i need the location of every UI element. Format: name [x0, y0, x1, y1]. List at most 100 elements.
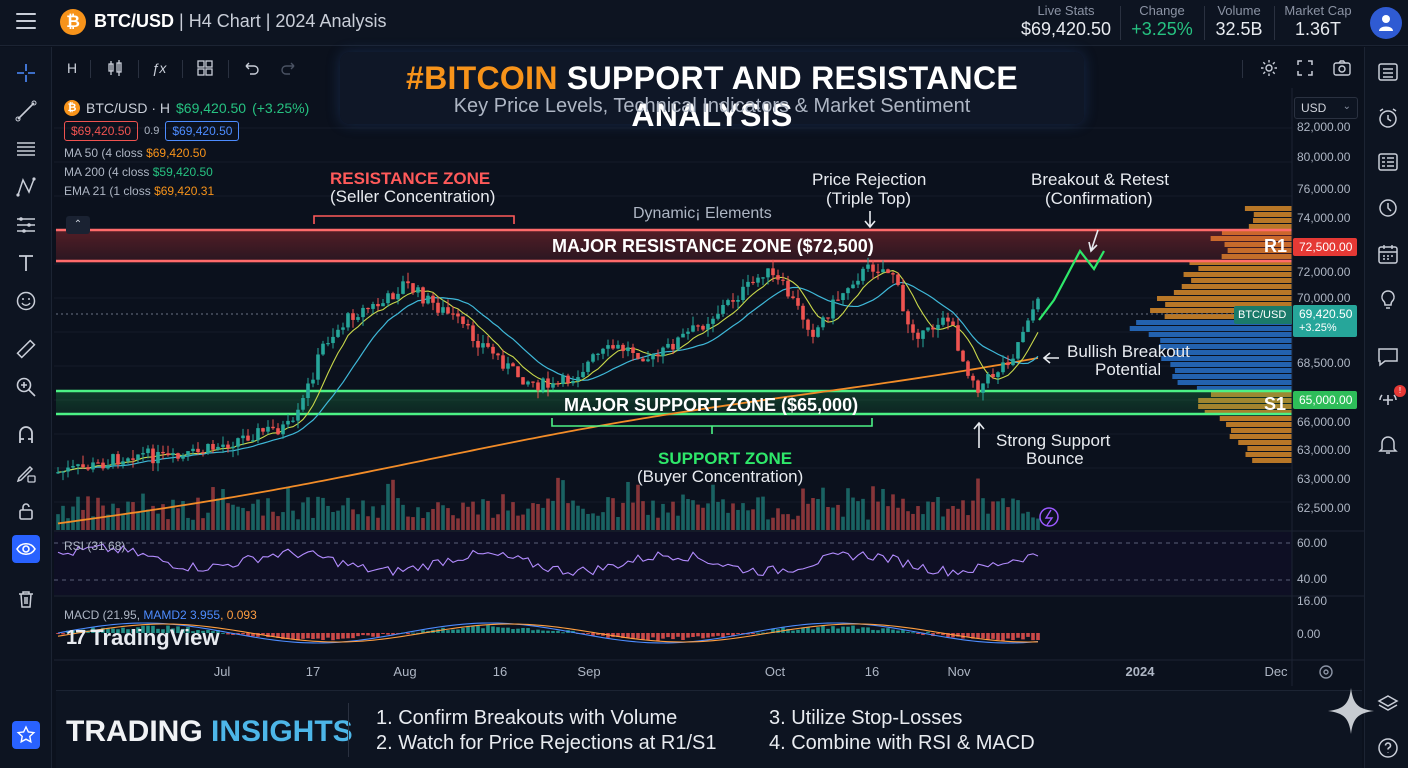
- rejection-arrow-icon: [864, 211, 876, 229]
- help-icon[interactable]: [1375, 735, 1401, 761]
- candle-body: [981, 383, 985, 393]
- support-zone-band: [56, 390, 1292, 415]
- alarm-icon[interactable]: [1375, 105, 1401, 131]
- toolbar-divider: [1242, 60, 1243, 78]
- indicators-button[interactable]: ƒx: [151, 60, 167, 76]
- projection-path: [1038, 248, 1105, 321]
- candles-icon[interactable]: [104, 56, 126, 80]
- candle-body: [691, 325, 695, 332]
- volume-bar: [266, 498, 270, 530]
- legend-collapse-button[interactable]: ⌃: [66, 216, 90, 234]
- undo-icon[interactable]: [240, 56, 262, 80]
- time-axis-settings-icon[interactable]: [1316, 662, 1336, 682]
- stat-live-value: $69,420.50: [1020, 19, 1112, 39]
- text-icon[interactable]: [12, 249, 40, 277]
- volume-bar: [596, 515, 600, 530]
- currency-select[interactable]: USD ⌄: [1294, 97, 1358, 119]
- pattern-icon[interactable]: [12, 173, 40, 201]
- eye-icon[interactable]: [12, 535, 40, 563]
- layout-grid-icon[interactable]: [194, 56, 216, 80]
- redo-icon[interactable]: [278, 56, 300, 80]
- pencil-lock-icon[interactable]: [12, 459, 40, 487]
- volume-bar: [356, 514, 360, 530]
- macd-bar: [771, 628, 775, 633]
- emoji-icon[interactable]: [12, 287, 40, 315]
- macd-bar: [681, 633, 685, 640]
- macd-bar: [236, 633, 240, 635]
- volume-bar: [696, 504, 700, 530]
- volume-bar: [421, 518, 425, 530]
- price-tick: 66,000.00: [1297, 415, 1351, 429]
- profile-bar: [1238, 440, 1292, 445]
- macd-bar: [941, 633, 945, 636]
- fib-icon[interactable]: [12, 211, 40, 239]
- macd-bar: [451, 629, 455, 633]
- stat-divider: [1274, 6, 1275, 40]
- candle-body: [656, 354, 660, 357]
- volume-bar: [246, 511, 250, 530]
- macd-bar: [336, 633, 340, 640]
- ruler-icon[interactable]: [12, 335, 40, 363]
- camera-icon[interactable]: [1330, 56, 1354, 80]
- stat-change-value: +3.25%: [1131, 19, 1193, 39]
- fullscreen-icon[interactable]: [1294, 56, 1316, 80]
- candle-body: [991, 374, 995, 377]
- history-icon[interactable]: [1375, 195, 1401, 221]
- horizontal-lines-icon[interactable]: [12, 135, 40, 163]
- macd-bar: [686, 633, 690, 638]
- macd-bar: [391, 633, 395, 635]
- candle-body: [231, 446, 235, 449]
- news-list-icon[interactable]: [1375, 149, 1401, 175]
- candlesticks: [56, 257, 1040, 481]
- magnet-icon[interactable]: [12, 421, 40, 449]
- macd-bar: [376, 633, 380, 638]
- idea-bulb-icon[interactable]: [1375, 287, 1401, 313]
- candle-body: [571, 381, 575, 384]
- macd-bar: [541, 630, 545, 633]
- price-chart[interactable]: [54, 88, 1364, 686]
- watchlist-icon[interactable]: [1375, 59, 1401, 85]
- volume-bar: [1021, 513, 1025, 530]
- macd-bar: [156, 628, 160, 633]
- s1-price-tag: 65,000.00: [1293, 391, 1357, 409]
- trash-icon[interactable]: [12, 585, 40, 613]
- layers-icon[interactable]: [1375, 691, 1401, 717]
- sell-price-box[interactable]: $69,420.50: [64, 121, 139, 141]
- zoom-icon[interactable]: [12, 373, 40, 401]
- candle-body: [311, 379, 315, 384]
- macd-bar: [511, 629, 515, 633]
- trading-insights-panel: TRADING INSIGHTS 1. Confirm Breakouts wi…: [56, 690, 1362, 768]
- candle-body: [906, 311, 910, 325]
- interval-button[interactable]: H: [66, 60, 78, 76]
- trend-line-icon[interactable]: [12, 97, 40, 125]
- chart-canvas[interactable]: [54, 88, 1364, 686]
- lock-icon[interactable]: [12, 497, 40, 525]
- bell-icon[interactable]: [1375, 431, 1401, 457]
- volume-bar: [881, 488, 885, 530]
- user-avatar[interactable]: [1370, 7, 1402, 39]
- star-icon[interactable]: [12, 721, 40, 749]
- profile-bar: [1129, 326, 1292, 331]
- settings-gear-icon[interactable]: [1258, 56, 1280, 80]
- chat-icon[interactable]: [1375, 343, 1401, 369]
- macd-bar: [591, 633, 595, 636]
- macd-bar: [61, 633, 65, 635]
- candle-body: [896, 274, 900, 285]
- candle-body: [216, 446, 220, 450]
- macd-bar: [251, 633, 255, 637]
- candle-body: [706, 323, 710, 330]
- add-alert-icon[interactable]: [1375, 387, 1401, 413]
- chart-toolbar: H ƒx: [54, 50, 1362, 86]
- candle-body: [241, 435, 245, 439]
- calendar-icon[interactable]: [1375, 241, 1401, 267]
- profile-bar: [1244, 206, 1292, 211]
- candle-body: [71, 465, 75, 468]
- menu-icon[interactable]: [16, 13, 36, 31]
- candle-body: [81, 464, 85, 468]
- candle-body: [951, 321, 955, 326]
- candle-body: [746, 281, 750, 287]
- candle-body: [236, 438, 240, 447]
- volume-bar: [926, 501, 930, 530]
- buy-price-box[interactable]: $69,420.50: [165, 121, 240, 141]
- crosshair-icon[interactable]: [12, 59, 40, 87]
